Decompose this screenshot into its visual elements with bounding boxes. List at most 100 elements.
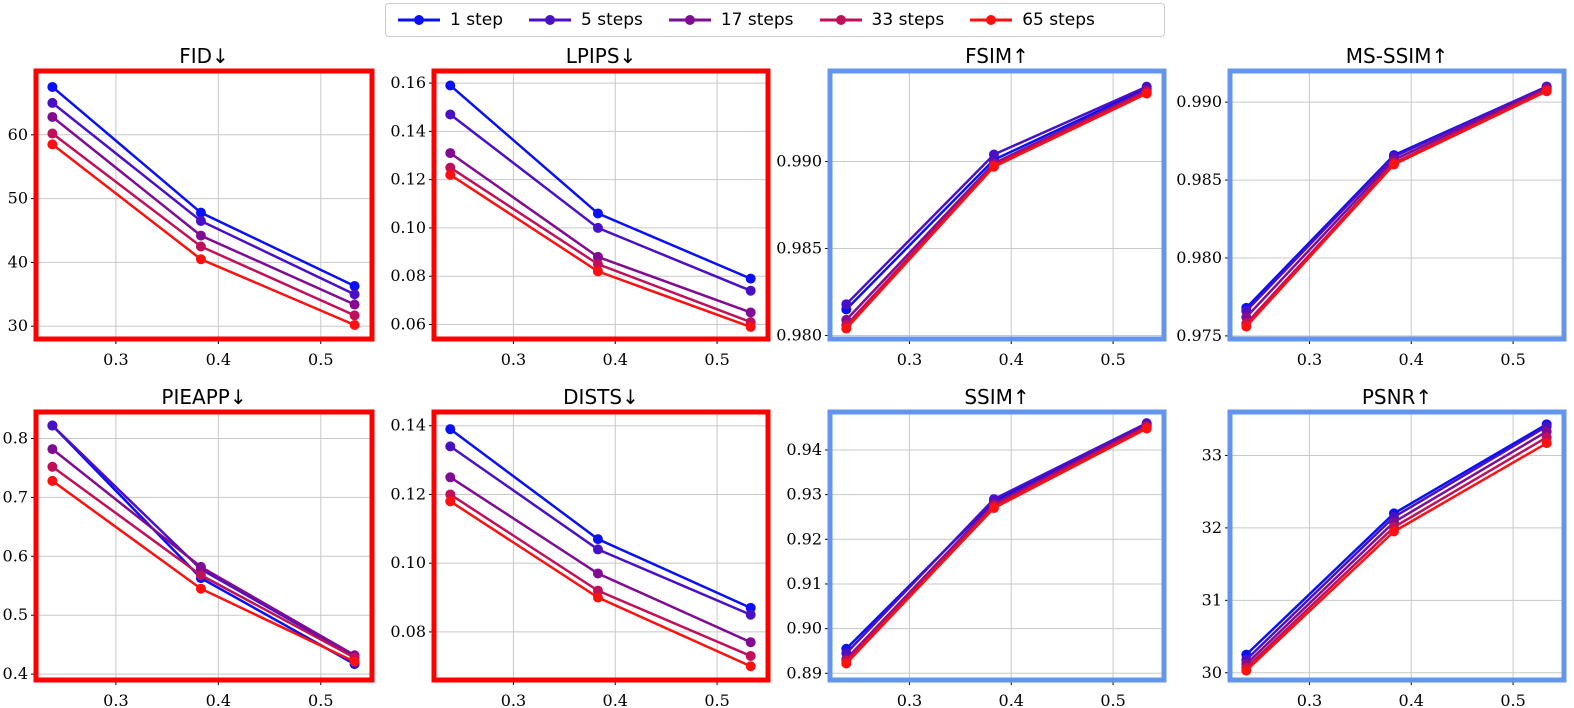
y-tick-label: 0.90: [786, 619, 822, 638]
x-tick-label: 0.4: [1399, 350, 1424, 369]
series-line-1-step: [449, 428, 752, 609]
y-tick-label: 0.975: [1176, 326, 1222, 345]
data-point-1-step: [592, 208, 603, 219]
legend-item-5-steps: 5 steps: [527, 10, 643, 30]
y-tick-label: 0.14: [390, 416, 426, 435]
data-point-65-steps: [445, 169, 456, 180]
y-tick-label: 0.06: [390, 315, 426, 334]
series-line-17-steps: [51, 448, 356, 657]
y-tick-label: 0.5: [3, 605, 28, 624]
y-tick-label: 0.990: [776, 151, 822, 170]
x-tick-label: 0.5: [1100, 691, 1125, 708]
x-tick-label: 0.4: [999, 691, 1024, 708]
data-point-1-step: [592, 534, 603, 545]
data-point-65-steps: [1241, 665, 1252, 676]
x-tick-label: 0.3: [897, 350, 922, 369]
y-tick-label: 32: [1202, 518, 1222, 537]
data-point-5-steps: [745, 285, 756, 296]
y-tick-label: 0.980: [776, 326, 822, 345]
series-line-17-steps: [1245, 87, 1548, 319]
x-tick-label: 0.4: [603, 691, 628, 708]
x-tick-label: 0.5: [704, 691, 729, 708]
y-tick-label: 31: [1202, 590, 1222, 609]
series-line-17-steps: [845, 424, 1148, 660]
data-point-65-steps: [349, 656, 360, 667]
data-point-33-steps: [47, 128, 58, 139]
data-point-65-steps: [745, 661, 756, 672]
series-line-17-steps: [449, 152, 752, 314]
y-tick-label: 30: [1202, 663, 1222, 682]
x-tick-label: 0.5: [1500, 350, 1525, 369]
legend-line-33-steps-icon: [819, 15, 862, 25]
y-tick-label: 50: [8, 189, 28, 208]
data-point-1-step: [47, 81, 58, 92]
data-point-33-steps: [592, 585, 603, 596]
data-point-17-steps: [349, 299, 360, 310]
data-point-65-steps: [349, 319, 360, 330]
data-point-65-steps: [592, 266, 603, 277]
data-point-65-steps: [1141, 423, 1152, 434]
x-tick-label: 0.5: [1500, 691, 1525, 708]
panel-title: MS-SSIM↑: [1346, 44, 1448, 68]
x-tick-label: 0.5: [1100, 350, 1125, 369]
series-line-33-steps: [1245, 88, 1548, 325]
legend-label-33-steps: 33 steps: [871, 10, 945, 30]
y-tick-label: 0.08: [390, 622, 426, 641]
y-tick-label: 0.14: [390, 121, 426, 140]
x-tick-label: 0.5: [308, 691, 333, 708]
panel-frame: [1227, 409, 1567, 683]
data-point-65-steps: [195, 254, 206, 265]
y-tick-label: 0.8: [3, 429, 28, 448]
data-point-65-steps: [841, 658, 852, 669]
series-line-33-steps: [1245, 436, 1548, 669]
y-tick-label: 0.94: [786, 440, 822, 459]
panel-title: FSIM↑: [965, 44, 1029, 68]
x-tick-label: 0.3: [501, 691, 526, 708]
panel-frame: [827, 409, 1167, 683]
data-point-17-steps: [592, 251, 603, 262]
legend-item-17-steps: 17 steps: [667, 10, 794, 30]
series-line-17-steps: [845, 89, 1148, 321]
series-line-65-steps: [449, 500, 752, 668]
data-point-5-steps: [592, 222, 603, 233]
panel-title: LPIPS↓: [566, 44, 637, 68]
legend-line-5-steps-icon: [529, 15, 571, 25]
data-point-5-steps: [445, 441, 456, 452]
legend-label-1-step: 1 step: [450, 10, 503, 30]
data-point-65-steps: [841, 323, 852, 334]
data-point-65-steps: [988, 503, 999, 514]
y-tick-label: 0.91: [786, 574, 822, 593]
data-point-5-steps: [745, 609, 756, 620]
x-tick-label: 0.3: [1297, 350, 1322, 369]
panel-frame: [33, 409, 375, 683]
y-tick-label: 0.12: [390, 170, 426, 189]
data-point-33-steps: [592, 259, 603, 270]
x-tick-label: 0.4: [206, 350, 231, 369]
data-point-1-step: [745, 602, 756, 613]
series-line-65-steps: [1245, 90, 1548, 328]
x-tick-label: 0.4: [999, 350, 1024, 369]
series-line-65-steps: [845, 92, 1148, 330]
y-tick-label: 0.93: [786, 485, 822, 504]
series-line-1-step: [449, 84, 752, 280]
data-point-33-steps: [195, 241, 206, 252]
x-tick-label: 0.3: [103, 350, 128, 369]
data-point-65-steps: [988, 161, 999, 172]
series-line-5-steps: [845, 422, 1148, 655]
data-point-65-steps: [592, 592, 603, 603]
data-point-17-steps: [195, 230, 206, 241]
y-tick-label: 0.990: [1176, 92, 1222, 111]
y-tick-label: 0.985: [1176, 170, 1222, 189]
data-point-33-steps: [445, 162, 456, 173]
legend: 1 step 5 steps 17 steps 33 steps 65 step…: [385, 3, 1165, 37]
data-point-17-steps: [445, 472, 456, 483]
legend-line-1-step-icon: [398, 15, 440, 25]
y-tick-label: 0.7: [3, 487, 28, 506]
data-point-17-steps: [745, 637, 756, 648]
series-line-5-steps: [51, 424, 356, 658]
panel-frame: [431, 409, 771, 683]
data-point-5-steps: [988, 149, 999, 160]
panel-title: SSIM↑: [964, 385, 1029, 409]
y-tick-label: 0.4: [3, 664, 28, 683]
